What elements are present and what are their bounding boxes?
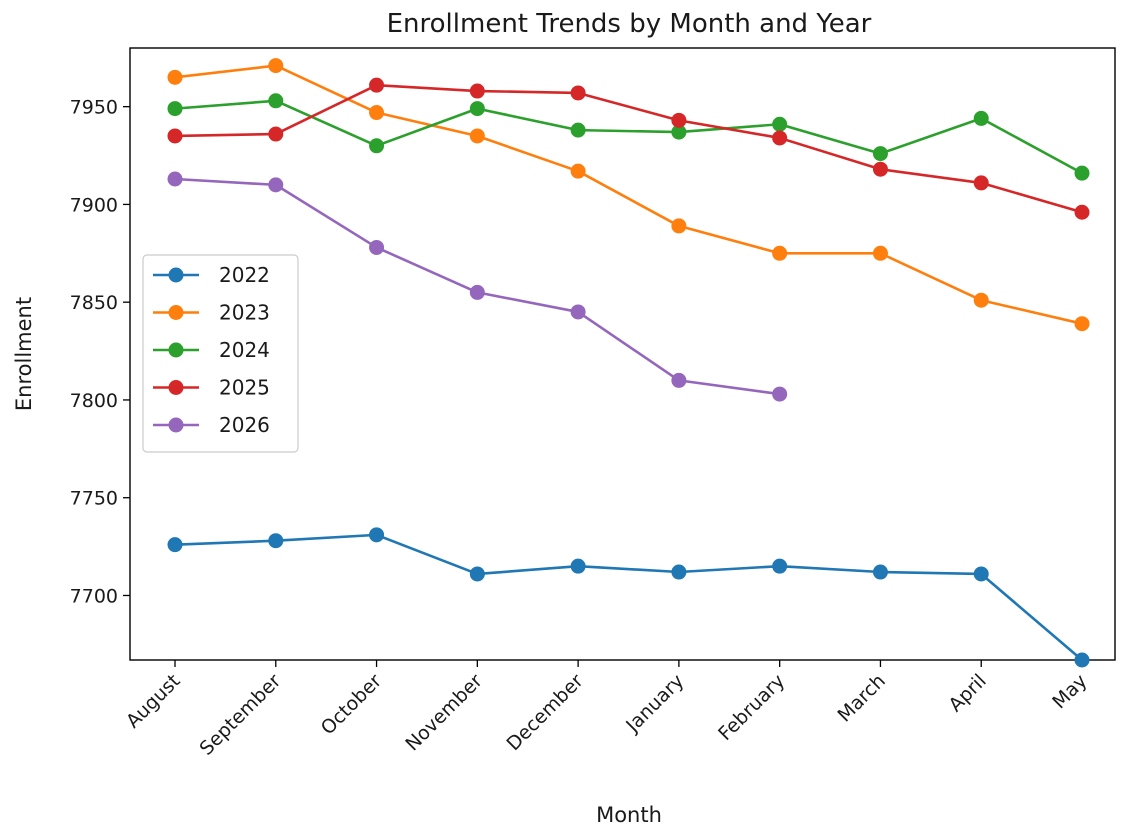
data-point <box>872 161 888 177</box>
series-line-2023 <box>174 64 1083 325</box>
data-point <box>469 101 485 117</box>
legend-label: 2026 <box>219 413 270 437</box>
series-2024 <box>167 93 1090 181</box>
x-tick-label: October <box>317 670 386 739</box>
data-point <box>167 128 183 144</box>
data-point <box>570 85 586 101</box>
series-2022 <box>167 527 1090 668</box>
legend: 2022 2023 2024 2025 2026 <box>142 254 299 453</box>
series-2026 <box>167 171 788 402</box>
data-point <box>369 105 385 121</box>
data-point <box>772 245 788 261</box>
data-point <box>369 239 385 255</box>
data-point <box>469 566 485 582</box>
data-point <box>369 138 385 154</box>
data-point <box>973 566 989 582</box>
y-tick-label: 7750 <box>70 488 118 510</box>
x-tick-label: December <box>502 670 587 755</box>
data-point <box>268 58 284 74</box>
data-point <box>772 386 788 402</box>
data-point <box>268 533 284 549</box>
data-point <box>167 537 183 553</box>
legend-marker <box>168 417 184 433</box>
data-point <box>167 171 183 187</box>
data-point <box>671 372 687 388</box>
x-axis: August September October November December Ja… <box>122 660 1092 760</box>
series-layer <box>167 58 1090 668</box>
data-point <box>1074 204 1090 220</box>
legend-marker <box>168 305 184 320</box>
series-line-2024 <box>174 99 1083 175</box>
data-point <box>369 527 385 543</box>
x-tick-label: November <box>401 670 487 756</box>
data-point <box>268 177 284 193</box>
data-point <box>872 245 888 261</box>
legend-marker <box>168 342 184 358</box>
legend-frame <box>142 254 299 453</box>
data-point <box>570 304 586 320</box>
data-point <box>772 558 788 574</box>
data-point <box>772 130 788 146</box>
data-point <box>570 122 586 138</box>
x-tick-label: April <box>944 670 990 716</box>
y-axis-label: Enrollment <box>12 297 36 411</box>
series-line-2022 <box>174 533 1083 661</box>
legend-label: 2023 <box>219 301 270 325</box>
data-point <box>469 284 485 300</box>
data-point <box>671 564 687 580</box>
data-point <box>469 83 485 99</box>
legend-marker <box>168 380 184 395</box>
data-point <box>167 101 183 117</box>
y-tick-label: 7900 <box>70 194 118 216</box>
x-tick-label: August <box>122 670 185 733</box>
legend-marker <box>168 267 184 283</box>
data-point <box>369 77 385 93</box>
x-tick-label: January <box>621 670 688 737</box>
data-point <box>973 175 989 191</box>
data-point <box>671 218 687 234</box>
data-point <box>167 69 183 85</box>
series-line-2025 <box>174 83 1083 214</box>
data-point <box>973 292 989 308</box>
y-tick-label: 7700 <box>70 585 118 607</box>
data-point <box>570 558 586 574</box>
y-tick-label: 7950 <box>70 97 118 119</box>
data-point <box>872 146 888 162</box>
data-point <box>1074 165 1090 181</box>
data-point <box>1074 652 1090 668</box>
data-point <box>772 116 788 132</box>
x-tick-label: September <box>195 670 285 760</box>
y-axis: 7700 7750 7800 7850 7900 7950 <box>70 97 130 607</box>
data-point <box>973 110 989 126</box>
data-point <box>268 126 284 142</box>
data-point <box>671 112 687 128</box>
legend-label: 2022 <box>219 263 270 287</box>
data-point <box>872 564 888 580</box>
plot-frame <box>129 47 1116 661</box>
legend-label: 2025 <box>219 376 270 400</box>
data-point <box>469 128 485 144</box>
x-tick-label: February <box>714 670 789 745</box>
x-tick-label: March <box>833 670 890 727</box>
series-2023 <box>167 58 1090 332</box>
data-point <box>1074 316 1090 332</box>
series-2025 <box>167 77 1090 220</box>
legend-label: 2024 <box>219 338 270 362</box>
y-tick-label: 7800 <box>70 390 118 412</box>
x-tick-label: May <box>1048 670 1091 713</box>
x-axis-label: Month <box>596 803 662 827</box>
data-point <box>671 124 687 140</box>
data-point <box>268 93 284 109</box>
y-tick-label: 7850 <box>70 292 118 314</box>
chart-title: Enrollment Trends by Month and Year <box>387 9 872 39</box>
data-point <box>570 163 586 179</box>
